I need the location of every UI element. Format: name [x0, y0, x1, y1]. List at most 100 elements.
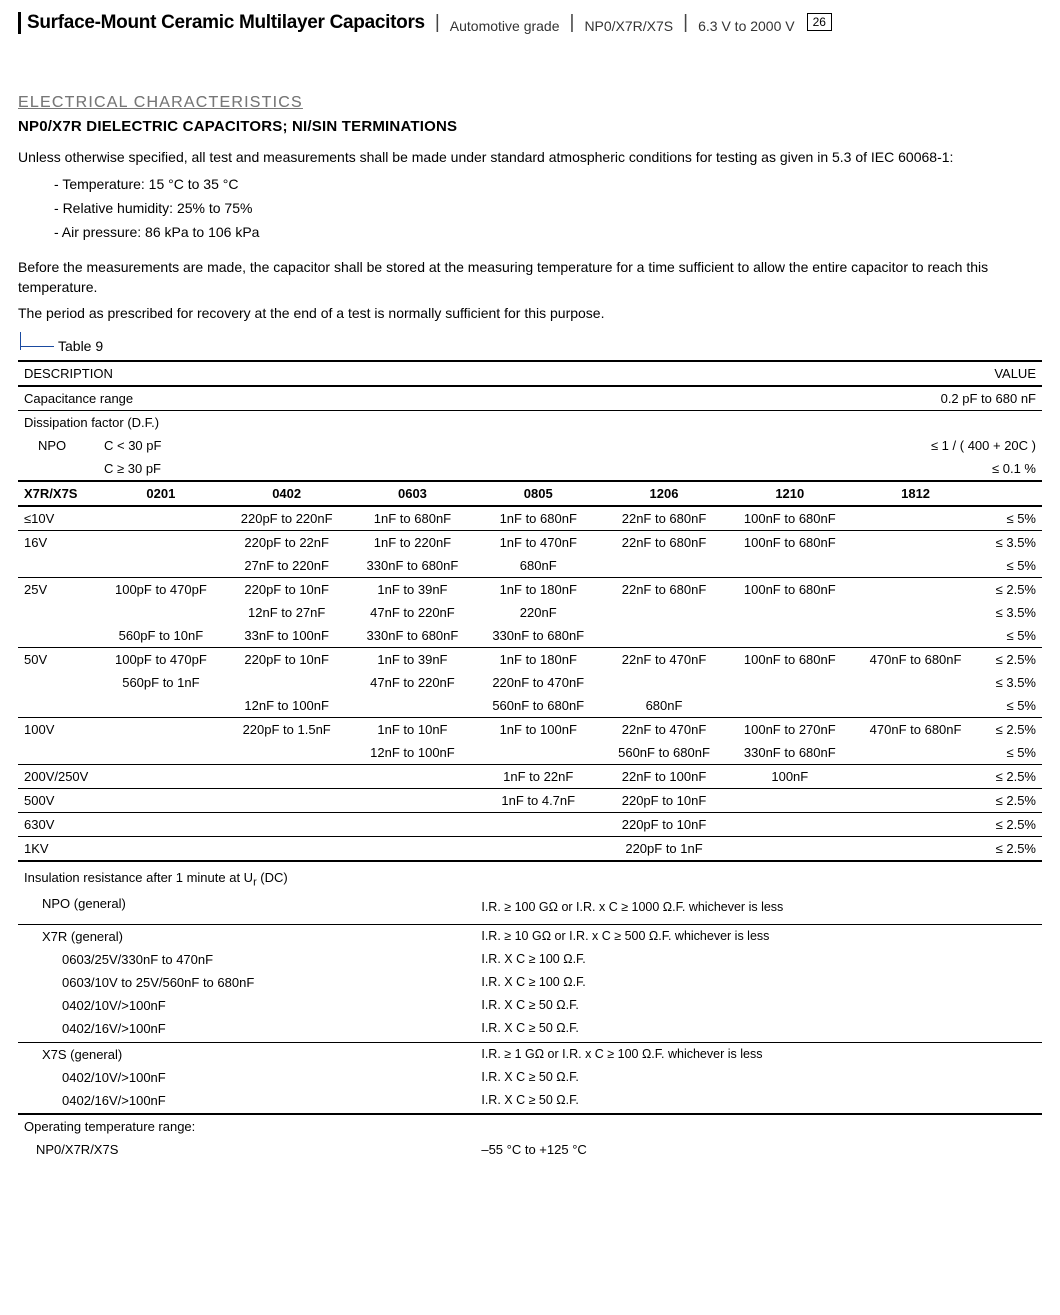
cap-cell: 1nF to 470nF — [475, 530, 601, 554]
table-row: 630V220pF to 10nF≤ 2.5% — [18, 812, 1042, 836]
cap-cell: 100pF to 470pF — [98, 647, 224, 671]
cap-cell — [98, 694, 224, 718]
npo-c2-value: ≤ 0.1 % — [601, 457, 1042, 481]
df-cell: ≤ 5% — [978, 554, 1042, 578]
cap-cell: 330nF to 680nF — [727, 741, 853, 765]
cap-cell — [475, 812, 601, 836]
cap-cell — [727, 812, 853, 836]
ir-value: I.R. X C ≥ 50 Ω.F. — [475, 1066, 1042, 1089]
cap-cell: 22nF to 680nF — [601, 506, 727, 531]
cap-cell: 560nF to 680nF — [601, 741, 727, 765]
intro-paragraph-1: Unless otherwise specified, all test and… — [18, 147, 1042, 167]
df-cell: ≤ 3.5% — [978, 530, 1042, 554]
cap-cell: 1nF to 39nF — [350, 577, 476, 601]
df-cell: ≤ 2.5% — [978, 836, 1042, 861]
npo-c2-label: C ≥ 30 pF — [98, 457, 601, 481]
cap-cell: 220nF to 470nF — [475, 671, 601, 694]
col-value: VALUE — [601, 361, 1042, 386]
x7s-gen-label: X7S (general) — [18, 1042, 475, 1066]
cap-cell: 22nF to 680nF — [601, 530, 727, 554]
cap-cell — [224, 836, 350, 861]
cap-cell — [98, 836, 224, 861]
cap-cell: 220nF — [475, 601, 601, 624]
cap-cell: 220pF to 10nF — [224, 577, 350, 601]
size-1210: 1210 — [727, 481, 853, 506]
ir-cond: 0603/10V to 25V/560nF to 680nF — [18, 971, 475, 994]
voltage-cell: 100V — [18, 717, 98, 741]
doc-sub-voltage: 6.3 V to 2000 V — [698, 18, 795, 34]
ir-title: Insulation resistance after 1 minute at … — [24, 870, 253, 885]
x7s-gen-value: I.R. ≥ 1 GΩ or I.R. x C ≥ 100 Ω.F. which… — [475, 1042, 1042, 1066]
cap-cell: 220pF to 10nF — [601, 812, 727, 836]
cap-cell: 220pF to 10nF — [224, 647, 350, 671]
cap-cell — [853, 624, 979, 648]
cap-cell — [350, 788, 476, 812]
cap-cell — [727, 788, 853, 812]
table-row: 12nF to 100nF560nF to 680nF330nF to 680n… — [18, 741, 1042, 765]
section-title: NP0/X7R DIELECTRIC CAPACITORS; NI/SIN TE… — [18, 118, 1042, 135]
table-row: 1KV220pF to 1nF≤ 2.5% — [18, 836, 1042, 861]
cap-cell — [853, 554, 979, 578]
intro-paragraph-2: Before the measurements are made, the ca… — [18, 257, 1042, 298]
cap-cell — [224, 764, 350, 788]
ir-cond: 0402/16V/>100nF — [18, 1017, 475, 1040]
table-label: Table 9 — [58, 338, 1042, 354]
voltage-cell: 500V — [18, 788, 98, 812]
cap-cell: 330nF to 680nF — [475, 624, 601, 648]
voltage-cell — [18, 694, 98, 718]
ir-title-row: Insulation resistance after 1 minute at … — [18, 861, 1042, 893]
cap-cell: 330nF to 680nF — [350, 624, 476, 648]
page-header: Surface-Mount Ceramic Multilayer Capacit… — [18, 12, 1042, 34]
cap-cell — [853, 601, 979, 624]
cap-cell: 1nF to 10nF — [350, 717, 476, 741]
cap-cell — [727, 624, 853, 648]
op-temp-value-row: NP0/X7R/X7S –55 °C to +125 °C — [18, 1138, 1042, 1161]
ir-line: 0603/10V to 25V/560nF to 680nFI.R. X C ≥… — [18, 971, 1042, 994]
df-cell: ≤ 2.5% — [978, 717, 1042, 741]
df-cell: ≤ 2.5% — [978, 764, 1042, 788]
df-cell: ≤ 2.5% — [978, 647, 1042, 671]
size-0603: 0603 — [350, 481, 476, 506]
ir-cond: 0402/10V/>100nF — [18, 994, 475, 1017]
ir-value: I.R. X C ≥ 50 Ω.F. — [475, 1089, 1042, 1112]
cap-cell: 560nF to 680nF — [475, 694, 601, 718]
cap-cell: 47nF to 220nF — [350, 601, 476, 624]
cap-cell — [853, 671, 979, 694]
cap-cell: 330nF to 680nF — [350, 554, 476, 578]
cap-cell: 12nF to 100nF — [224, 694, 350, 718]
size-0201: 0201 — [98, 481, 224, 506]
cap-cell — [601, 554, 727, 578]
cap-cell — [98, 788, 224, 812]
cap-cell — [727, 671, 853, 694]
op-temp-sub: NP0/X7R/X7S — [18, 1138, 475, 1161]
size-0402: 0402 — [224, 481, 350, 506]
size-1206: 1206 — [601, 481, 727, 506]
cap-cell — [601, 624, 727, 648]
cap-cell: 680nF — [475, 554, 601, 578]
cap-cell — [350, 836, 476, 861]
df-cell: ≤ 2.5% — [978, 577, 1042, 601]
table-row: ≤10V220pF to 220nF1nF to 680nF1nF to 680… — [18, 506, 1042, 531]
table-row: 500V1nF to 4.7nF220pF to 10nF≤ 2.5% — [18, 788, 1042, 812]
df-cell: ≤ 5% — [978, 506, 1042, 531]
sep: | — [435, 12, 440, 34]
table-header-row: DESCRIPTION VALUE — [18, 361, 1042, 386]
cap-cell: 220pF to 10nF — [601, 788, 727, 812]
table-row: 560pF to 10nF33nF to 100nF330nF to 680nF… — [18, 624, 1042, 648]
df-cell: ≤ 2.5% — [978, 812, 1042, 836]
table-row: 16V220pF to 22nF1nF to 220nF1nF to 470nF… — [18, 530, 1042, 554]
npo-c1-row: NPO C < 30 pF ≤ 1 / ( 400 + 20C ) — [18, 434, 1042, 457]
cap-cell: 220pF to 220nF — [224, 506, 350, 531]
ir-line: 0603/25V/330nF to 470nFI.R. X C ≥ 100 Ω.… — [18, 948, 1042, 971]
voltage-cell — [18, 741, 98, 765]
npo-c2-row: C ≥ 30 pF ≤ 0.1 % — [18, 457, 1042, 481]
cap-range-value: 0.2 pF to 680 nF — [601, 386, 1042, 411]
ir-value: I.R. X C ≥ 100 Ω.F. — [475, 971, 1042, 994]
cap-cell — [224, 812, 350, 836]
cap-cell — [601, 671, 727, 694]
size-0805: 0805 — [475, 481, 601, 506]
cap-cell: 33nF to 100nF — [224, 624, 350, 648]
spec-table: DESCRIPTION VALUE Capacitance range 0.2 … — [18, 360, 1042, 1161]
x7r-size-header: X7R/X7S 0201 0402 0603 0805 1206 1210 18… — [18, 481, 1042, 506]
cap-cell — [853, 506, 979, 531]
